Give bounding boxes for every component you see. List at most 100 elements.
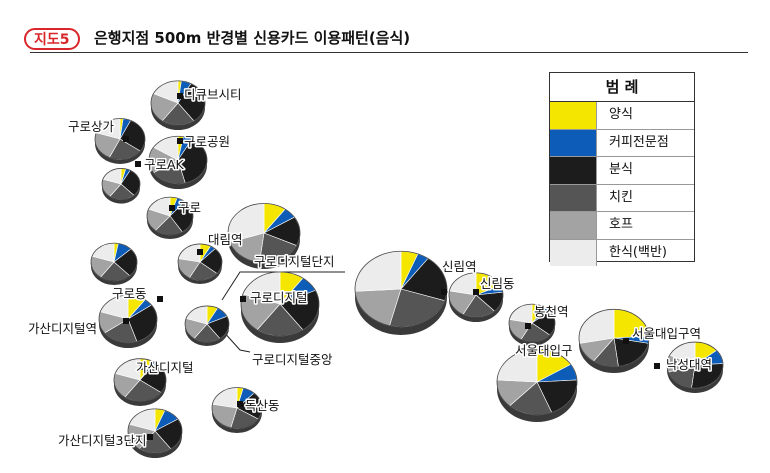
- pie-branch-8: [240, 271, 320, 343]
- pie-layer: [90, 80, 724, 458]
- title-rule: [30, 52, 748, 53]
- branch-marker: [123, 136, 129, 142]
- legend-item-pub: 호프: [550, 212, 694, 240]
- branch-label: 가산디지털: [136, 360, 194, 375]
- branch-label: 독산동: [245, 398, 280, 413]
- branch-marker: [623, 338, 629, 344]
- pie-outline: [127, 408, 183, 454]
- pie-outline: [240, 271, 320, 337]
- branch-marker: [473, 289, 479, 295]
- branch-marker: [135, 161, 141, 167]
- branch-label: 구로디지털: [250, 290, 308, 305]
- pie-outline: [448, 272, 504, 318]
- legend-swatch-korean: [550, 239, 597, 266]
- branch-marker: [169, 205, 175, 211]
- legend-title: 범 례: [550, 73, 694, 102]
- legend-label-western: 양식: [609, 107, 633, 122]
- branch-label: 대림역: [208, 232, 243, 247]
- pie-outline: [148, 135, 208, 185]
- branch-marker: [240, 296, 246, 302]
- pie-rim: [128, 431, 182, 458]
- legend-label-snack: 분식: [609, 162, 633, 177]
- pie-rim: [149, 160, 207, 189]
- branch-label: 서울대입구역: [632, 326, 701, 341]
- legend-swatch-chicken: [550, 184, 597, 211]
- pie-outline: [227, 203, 301, 263]
- pie-outline: [496, 348, 578, 416]
- pie-outline: [150, 80, 206, 126]
- pie-outline: [94, 118, 146, 160]
- branch-marker: [139, 364, 145, 370]
- pie-rim: [241, 304, 319, 343]
- legend-item-korean: 한식(백반): [550, 239, 694, 266]
- pie-rim: [185, 324, 229, 347]
- legend-item-western: 양식: [550, 102, 694, 130]
- branch-marker: [177, 93, 183, 99]
- branch-label: 가산디지털역: [28, 321, 97, 336]
- pie-branch-11: [354, 250, 448, 335]
- pie-outline: [101, 168, 141, 200]
- pie-branch-6: [227, 203, 301, 269]
- pie-outline: [578, 308, 650, 368]
- pie-rim: [178, 262, 222, 285]
- legend-swatch-western: [550, 102, 597, 129]
- pie-branch-19: [127, 408, 183, 458]
- pie-rim: [211, 408, 262, 433]
- branch-marker: [441, 289, 447, 295]
- branch-label: 서울대입구: [515, 343, 573, 358]
- pie-outline: [98, 294, 158, 344]
- branch-marker: [147, 434, 153, 440]
- legend-item-chicken: 치킨: [550, 184, 694, 212]
- pie-branch-12: [448, 272, 504, 322]
- pie-rim: [99, 319, 157, 348]
- branch-label: 구로공원: [184, 134, 230, 149]
- branch-marker: [157, 296, 163, 302]
- pie-slice-snack: [613, 337, 649, 367]
- pie-branch-15: [578, 308, 650, 373]
- pie-outline: [113, 358, 167, 402]
- legend-item-coffee: 커피전문점: [550, 129, 694, 157]
- branch-label: 구로디지털중앙: [252, 352, 333, 367]
- branch-label: 구로디지털단지: [254, 254, 335, 269]
- branch-label: 신림역: [442, 259, 477, 274]
- pie-branch-18: [211, 387, 263, 433]
- legend-label-chicken: 치킨: [609, 189, 633, 205]
- pie-branch-9: [98, 294, 158, 348]
- pie-rim: [228, 233, 300, 269]
- branch-markers: [123, 93, 660, 440]
- legend-swatch-coffee: [550, 129, 597, 156]
- branch-marker: [525, 323, 531, 329]
- legend: 범 례 양식 커피전문점 분식 치킨 호프 한식(백반): [549, 72, 695, 266]
- pie-branch-17: [666, 341, 724, 393]
- pie-branch-4: [146, 196, 194, 239]
- pie-rim: [355, 289, 447, 335]
- pie-rim: [497, 382, 577, 422]
- pie-branch-7: [90, 242, 138, 286]
- pie-branch-14: [508, 303, 556, 346]
- branch-marker: [197, 249, 203, 255]
- branch-label: 구로동: [112, 286, 147, 301]
- pie-branch-0: [150, 80, 206, 130]
- pie-rim: [509, 323, 555, 346]
- pie-outline: [211, 387, 263, 429]
- pie-rim: [95, 139, 145, 164]
- pie-branch-13: [113, 358, 167, 406]
- branch-marker: [654, 363, 660, 369]
- pie-slice-korean: [212, 387, 238, 409]
- pie-outline: [508, 303, 556, 343]
- legend-swatch-snack: [550, 157, 597, 184]
- pie-rim: [114, 380, 166, 406]
- branch-label: 구로AK: [144, 157, 185, 172]
- pie-rim: [579, 338, 649, 373]
- legend-swatch-pub: [550, 212, 597, 239]
- pie-rim: [91, 262, 137, 286]
- legend-label-pub: 호프: [609, 217, 633, 232]
- pie-rim: [667, 365, 723, 393]
- legend-label-korean: 한식(백반): [609, 244, 667, 260]
- pie-branch-5: [177, 243, 223, 285]
- pie-branch-1: [94, 118, 146, 164]
- branch-label: 디큐브시티: [184, 87, 242, 102]
- branch-label: 구로: [178, 200, 201, 215]
